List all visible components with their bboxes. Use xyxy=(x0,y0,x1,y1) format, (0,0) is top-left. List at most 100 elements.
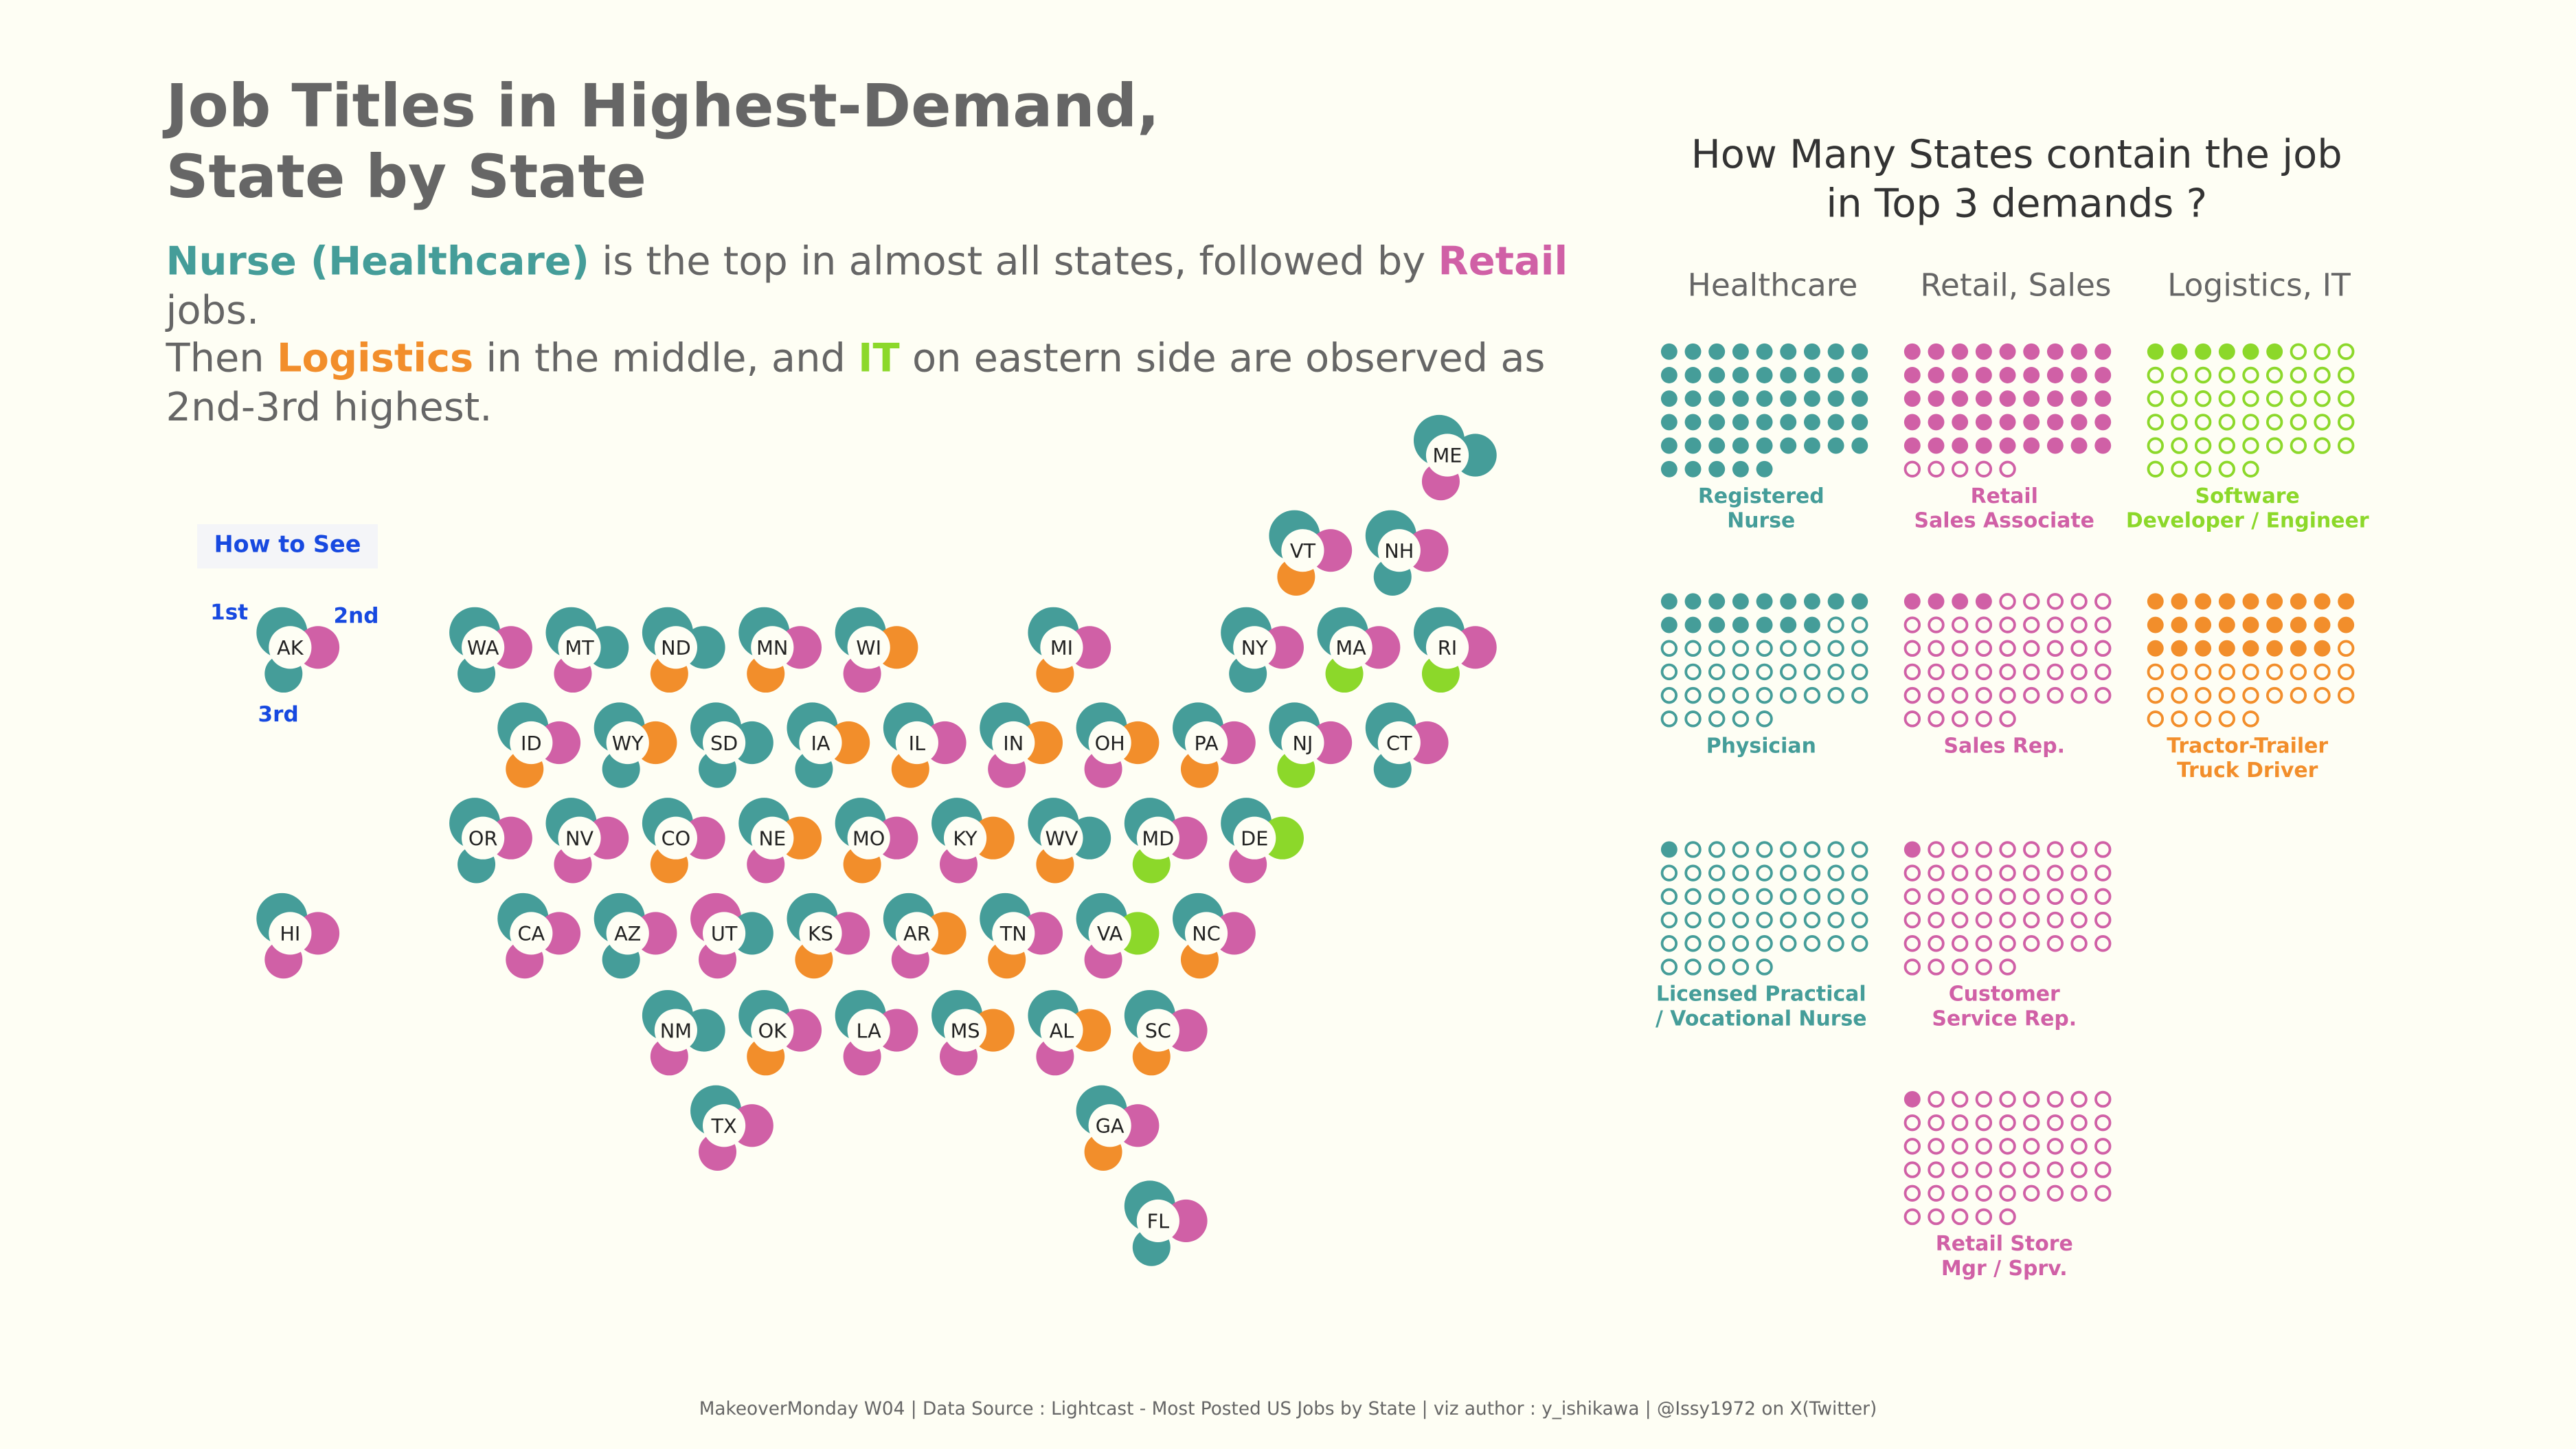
state-nc: NC xyxy=(1173,892,1256,979)
waffle-dot-filled xyxy=(1928,437,1945,454)
waffle-title: How Many States contain the job in Top 3… xyxy=(1643,131,2391,228)
waffle-dot-empty xyxy=(1999,686,2016,704)
state-label: PA xyxy=(1194,732,1218,755)
state-de: DE xyxy=(1221,798,1304,884)
waffle-2-0 xyxy=(2147,343,2355,478)
waffle-dot-empty xyxy=(1851,864,1868,881)
waffle-dot-empty xyxy=(2290,686,2307,704)
waffle-dot-empty xyxy=(1780,864,1797,881)
waffle-dot-empty xyxy=(1827,663,1844,681)
waffle-dot-empty xyxy=(1708,640,1726,657)
waffle-dot-filled xyxy=(1732,460,1749,478)
waffle-dot-empty xyxy=(2338,437,2355,454)
waffle-dot-empty xyxy=(2046,935,2064,952)
waffle-dot-empty xyxy=(1851,686,1868,704)
waffle-dot-empty xyxy=(2266,366,2283,384)
waffle-dot-empty xyxy=(2094,1184,2112,1202)
state-label: MI xyxy=(1050,636,1073,660)
state-label-bg xyxy=(654,1009,697,1052)
waffle-dot-empty xyxy=(2218,390,2236,407)
waffle-dot-empty xyxy=(2194,710,2212,728)
waffle-label: Retail Store Mgr / Sprv. xyxy=(1935,1231,2073,1281)
waffle-dot-filled xyxy=(1952,343,1969,360)
waffle-dot-empty xyxy=(1928,1138,1945,1155)
waffle-dot-empty xyxy=(1999,911,2016,929)
waffle-dot-empty xyxy=(1780,841,1797,858)
waffle-dot-empty xyxy=(2094,640,2112,657)
waffle-dot-empty xyxy=(2242,437,2259,454)
waffle-dot-empty xyxy=(2094,593,2112,610)
waffle-dot-empty xyxy=(1951,1090,1969,1108)
waffle-dot-filled xyxy=(2046,414,2064,431)
waffle-dot-filled xyxy=(2290,640,2307,657)
waffle-dot-filled xyxy=(1999,414,2016,431)
waffle-dot-empty xyxy=(1951,710,1969,728)
waffle-dot-empty xyxy=(1708,911,1726,929)
state-me: ME xyxy=(1413,414,1497,501)
waffle-dot-filled xyxy=(1952,437,1969,454)
waffle-dot-empty xyxy=(1851,841,1868,858)
waffle-dot-filled xyxy=(1684,367,1702,383)
waffle-dot-empty xyxy=(1903,1161,1921,1178)
waffle-dot-empty xyxy=(2266,686,2283,704)
state-label-bg xyxy=(1425,626,1469,669)
waffle-1-3 xyxy=(1903,1090,2112,1226)
waffle-dot-filled xyxy=(1903,841,1921,858)
state-label-bg xyxy=(654,816,697,860)
waffle-dot-filled xyxy=(2171,616,2188,633)
state-label-bg xyxy=(1329,626,1372,669)
waffle-dot-empty xyxy=(1903,1138,1921,1155)
state-nd: ND xyxy=(642,607,725,693)
state-mn: MN xyxy=(738,607,822,693)
state-label: TX xyxy=(711,1114,737,1138)
state-ak: AK xyxy=(256,607,340,693)
waffle-dot-empty xyxy=(1803,888,1821,906)
waffle-dot-empty xyxy=(1903,460,1921,478)
state-id: ID xyxy=(497,702,581,788)
waffle-dot-filled xyxy=(2195,616,2212,633)
waffle-dot-empty xyxy=(2242,663,2259,681)
waffle-dot-filled xyxy=(1660,414,1677,431)
waffle-dot-filled xyxy=(1732,616,1749,633)
state-label-bg xyxy=(1281,529,1324,572)
page-title: Job Titles in Highest-Demand, State by S… xyxy=(166,72,1160,214)
waffle-dot-empty xyxy=(1827,616,1844,633)
state-label: OR xyxy=(468,827,498,850)
waffle-dot-filled xyxy=(2266,343,2283,360)
state-label: ID xyxy=(521,732,542,755)
waffle-dot-empty xyxy=(1928,663,1945,681)
state-label-bg xyxy=(1377,529,1421,572)
state-label: NH xyxy=(1384,539,1414,563)
waffle-dot-filled xyxy=(2266,616,2283,633)
state-label: AZ xyxy=(614,922,641,945)
state-label-bg xyxy=(895,912,938,955)
state-label: KS xyxy=(808,922,833,945)
waffle-dot-filled xyxy=(1851,414,1868,431)
waffle-dot-filled xyxy=(1684,437,1702,454)
waffle-dot-filled xyxy=(2171,593,2188,610)
waffle-dot-empty xyxy=(2314,437,2331,454)
waffle-dot-empty xyxy=(2070,1161,2088,1178)
waffle-dot-empty xyxy=(2194,366,2212,384)
state-label: CT xyxy=(1386,732,1412,755)
waffle-dot-empty xyxy=(1803,663,1821,681)
state-label: CO xyxy=(662,827,691,850)
waffle-dot-empty xyxy=(2218,710,2236,728)
waffle-dot-filled xyxy=(1975,390,1992,407)
waffle-dot-empty xyxy=(1928,1208,1945,1226)
waffle-dot-empty xyxy=(1851,640,1868,657)
waffle-dot-empty xyxy=(2171,437,2188,454)
waffle-label: Tractor-Trailer Truck Driver xyxy=(2167,732,2329,783)
waffle-dot-empty xyxy=(1827,864,1844,881)
waffle-label: Licensed Practical / Vocational Nurse xyxy=(1655,980,1867,1031)
waffle-dot-filled xyxy=(1803,593,1820,610)
waffle-dot-empty xyxy=(2046,640,2064,657)
state-ok: OK xyxy=(738,989,822,1076)
state-label-bg xyxy=(992,912,1035,955)
waffle-dot-empty xyxy=(1660,663,1678,681)
waffle-dot-empty xyxy=(1756,841,1773,858)
waffle-dot-empty xyxy=(2290,437,2307,454)
state-label: SC xyxy=(1145,1019,1171,1042)
waffle-dot-empty xyxy=(2147,710,2164,728)
waffle-dot-empty xyxy=(1975,958,1993,976)
